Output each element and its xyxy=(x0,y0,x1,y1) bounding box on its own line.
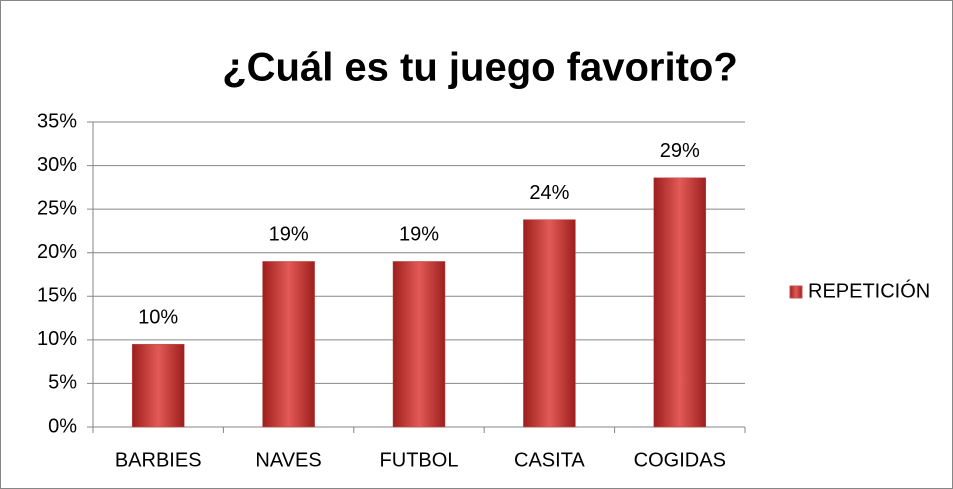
y-tick-label: 25% xyxy=(37,197,77,219)
x-tick-label: BARBIES xyxy=(115,449,202,471)
chart-title: ¿Cuál es tu juego favorito? xyxy=(222,46,738,90)
legend-label: REPETICIÓN xyxy=(808,279,930,302)
y-tick-label: 35% xyxy=(37,110,77,132)
y-tick-label: 30% xyxy=(37,154,77,176)
y-tick-label: 10% xyxy=(37,328,77,350)
x-tick-label: COGIDAS xyxy=(634,449,726,471)
data-label: 19% xyxy=(399,224,439,246)
bar xyxy=(653,177,707,428)
bar xyxy=(392,261,446,428)
y-tick-label: 20% xyxy=(37,241,77,263)
bar xyxy=(131,343,185,428)
bar xyxy=(523,219,576,428)
x-tick-label: CASITA xyxy=(514,449,585,471)
data-label: 24% xyxy=(529,182,569,204)
y-tick-label: 5% xyxy=(48,372,77,394)
y-tick-label: 0% xyxy=(48,415,77,437)
bar xyxy=(262,261,315,428)
data-label: 29% xyxy=(660,140,700,162)
legend-swatch xyxy=(789,285,803,299)
x-tick-label: FUTBOL xyxy=(380,449,459,471)
y-tick-label: 15% xyxy=(37,285,77,307)
x-tick-label: NAVES xyxy=(255,449,321,471)
data-label: 19% xyxy=(269,224,309,246)
data-label: 10% xyxy=(138,306,178,328)
